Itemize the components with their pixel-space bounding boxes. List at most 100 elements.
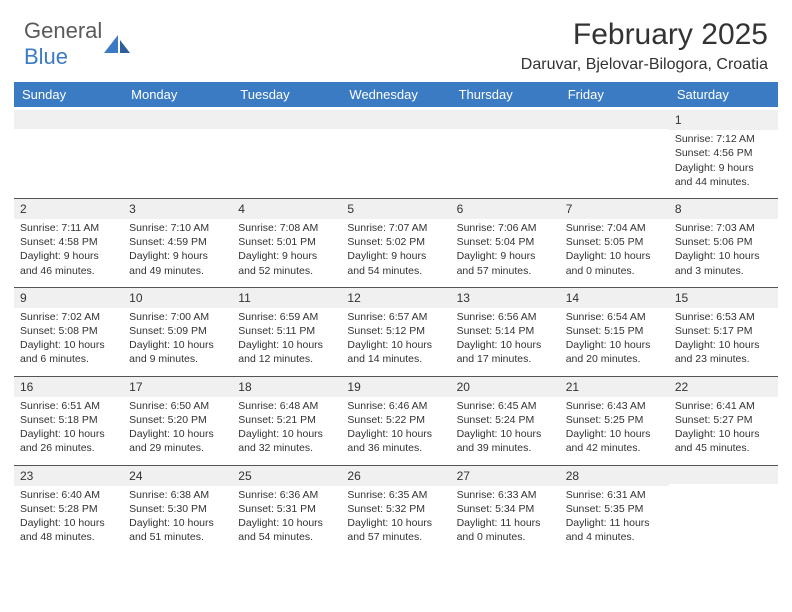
week-row: 23Sunrise: 6:40 AMSunset: 5:28 PMDayligh… [14,462,778,551]
day-cell [123,107,232,195]
day-cell: 7Sunrise: 7:04 AMSunset: 5:05 PMDaylight… [560,195,669,284]
day-number: 24 [123,465,232,486]
daylight-text: Daylight: 10 hours and 54 minutes. [238,516,335,544]
sunset-text: Sunset: 5:04 PM [457,235,554,249]
day-cell: 4Sunrise: 7:08 AMSunset: 5:01 PMDaylight… [232,195,341,284]
daylight-text: Daylight: 10 hours and 3 minutes. [675,249,772,277]
daylight-text: Daylight: 11 hours and 0 minutes. [457,516,554,544]
daylight-text: Daylight: 9 hours and 44 minutes. [675,161,772,189]
sunrise-text: Sunrise: 6:36 AM [238,488,335,502]
day-cell: 5Sunrise: 7:07 AMSunset: 5:02 PMDaylight… [341,195,450,284]
daylight-text: Daylight: 10 hours and 23 minutes. [675,338,772,366]
sunrise-text: Sunrise: 6:38 AM [129,488,226,502]
day-cell: 1Sunrise: 7:12 AMSunset: 4:56 PMDaylight… [669,107,778,195]
day-cell: 20Sunrise: 6:45 AMSunset: 5:24 PMDayligh… [451,373,560,462]
daylight-text: Daylight: 10 hours and 39 minutes. [457,427,554,455]
day-number: 14 [560,287,669,308]
day-cell: 23Sunrise: 6:40 AMSunset: 5:28 PMDayligh… [14,462,123,551]
sunrise-text: Sunrise: 7:06 AM [457,221,554,235]
day-header: Sunday [14,82,123,107]
empty-day-bar [560,110,669,129]
day-header: Monday [123,82,232,107]
week-row: 16Sunrise: 6:51 AMSunset: 5:18 PMDayligh… [14,373,778,462]
sunrise-text: Sunrise: 7:03 AM [675,221,772,235]
day-number: 3 [123,198,232,219]
sunrise-text: Sunrise: 7:04 AM [566,221,663,235]
daylight-text: Daylight: 11 hours and 4 minutes. [566,516,663,544]
day-number: 10 [123,287,232,308]
sunset-text: Sunset: 5:05 PM [566,235,663,249]
empty-day-bar [341,110,450,129]
logo-word-1: General [24,18,102,43]
day-header: Saturday [669,82,778,107]
sunrise-text: Sunrise: 7:00 AM [129,310,226,324]
day-number: 25 [232,465,341,486]
sunset-text: Sunset: 4:59 PM [129,235,226,249]
sunset-text: Sunset: 5:09 PM [129,324,226,338]
day-number: 1 [669,110,778,130]
daylight-text: Daylight: 10 hours and 29 minutes. [129,427,226,455]
day-cell: 24 Sunrise: 6:38 AMSunset: 5:30 PMDayligh… [123,462,232,551]
day-cell: 18Sunrise: 6:48 AMSunset: 5:21 PMDayligh… [232,373,341,462]
sunrise-text: Sunrise: 6:35 AM [347,488,444,502]
week-row: 1Sunrise: 7:12 AMSunset: 4:56 PMDaylight… [14,107,778,195]
sunset-text: Sunset: 5:20 PM [129,413,226,427]
sunset-text: Sunset: 5:14 PM [457,324,554,338]
calendar: Sunday Monday Tuesday Wednesday Thursday… [0,82,792,550]
day-number: 17 [123,376,232,397]
day-number: 11 [232,287,341,308]
daylight-text: Daylight: 9 hours and 49 minutes. [129,249,226,277]
sunrise-text: Sunrise: 6:50 AM [129,399,226,413]
day-number: 8 [669,198,778,219]
sunrise-text: Sunrise: 6:33 AM [457,488,554,502]
day-number: 27 [451,465,560,486]
sunrise-text: Sunrise: 6:40 AM [20,488,117,502]
sunrise-text: Sunrise: 6:51 AM [20,399,117,413]
day-cell: 25Sunrise: 6:36 AMSunset: 5:31 PMDayligh… [232,462,341,551]
sunset-text: Sunset: 5:12 PM [347,324,444,338]
title-block: February 2025 Daruvar, Bjelovar-Bilogora… [521,18,768,74]
weeks-container: 1Sunrise: 7:12 AMSunset: 4:56 PMDaylight… [14,107,778,550]
sunrise-text: Sunrise: 6:43 AM [566,399,663,413]
sunset-text: Sunset: 5:15 PM [566,324,663,338]
sunset-text: Sunset: 5:35 PM [566,502,663,516]
empty-day-bar [123,110,232,129]
location: Daruvar, Bjelovar-Bilogora, Croatia [521,56,768,74]
day-number: 22 [669,376,778,397]
day-header: Tuesday [232,82,341,107]
sunset-text: Sunset: 5:24 PM [457,413,554,427]
sunset-text: Sunset: 5:30 PM [129,502,226,516]
daylight-text: Daylight: 10 hours and 26 minutes. [20,427,117,455]
daylight-text: Daylight: 10 hours and 57 minutes. [347,516,444,544]
day-number: 21 [560,376,669,397]
logo-word-2: Blue [24,44,68,69]
logo: General Blue [24,18,130,70]
day-number: 16 [14,376,123,397]
sunset-text: Sunset: 5:22 PM [347,413,444,427]
daylight-text: Daylight: 10 hours and 9 minutes. [129,338,226,366]
daylight-text: Daylight: 10 hours and 51 minutes. [129,516,226,544]
sunset-text: Sunset: 5:32 PM [347,502,444,516]
sunrise-text: Sunrise: 7:08 AM [238,221,335,235]
sunrise-text: Sunrise: 6:57 AM [347,310,444,324]
sunrise-text: Sunrise: 6:53 AM [675,310,772,324]
daylight-text: Daylight: 9 hours and 57 minutes. [457,249,554,277]
day-cell: 17 Sunrise: 6:50 AMSunset: 5:20 PMDayligh… [123,373,232,462]
sunset-text: Sunset: 5:17 PM [675,324,772,338]
sunrise-text: Sunrise: 7:10 AM [129,221,226,235]
sunset-text: Sunset: 5:08 PM [20,324,117,338]
day-cell: 11Sunrise: 6:59 AMSunset: 5:11 PMDayligh… [232,284,341,373]
sunset-text: Sunset: 5:01 PM [238,235,335,249]
daylight-text: Daylight: 10 hours and 32 minutes. [238,427,335,455]
day-header: Friday [560,82,669,107]
day-number: 2 [14,198,123,219]
sunset-text: Sunset: 4:56 PM [675,146,772,160]
daylight-text: Daylight: 10 hours and 42 minutes. [566,427,663,455]
day-number: 6 [451,198,560,219]
day-cell: 21 Sunrise: 6:43 AMSunset: 5:25 PMDayligh… [560,373,669,462]
sunset-text: Sunset: 5:25 PM [566,413,663,427]
day-number: 5 [341,198,450,219]
sunrise-text: Sunrise: 6:41 AM [675,399,772,413]
daylight-text: Daylight: 9 hours and 52 minutes. [238,249,335,277]
sunset-text: Sunset: 5:02 PM [347,235,444,249]
